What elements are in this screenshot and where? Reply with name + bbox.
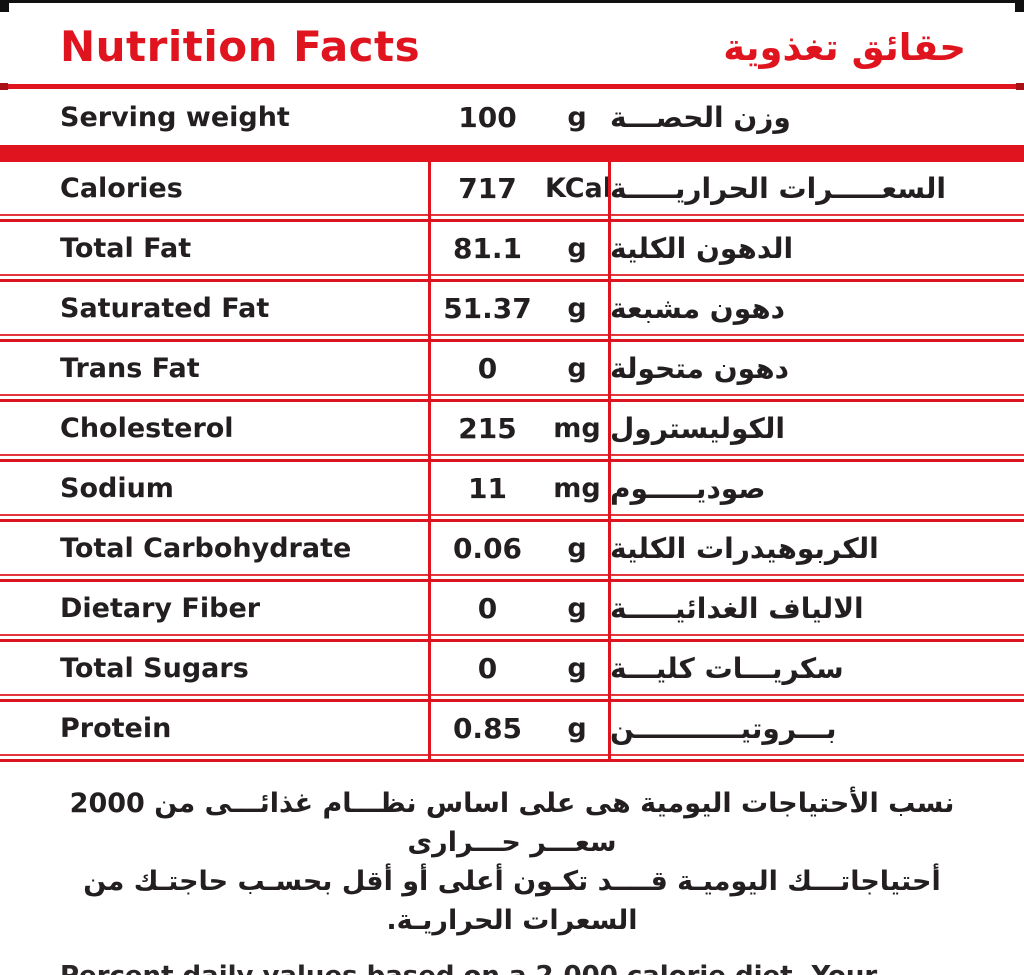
nutrient-label-ar: دهون متحولة	[610, 351, 789, 385]
nutrition-table: Calories 717 KCal السعـــــرات الحراريــ…	[0, 162, 1024, 762]
daily-values-note-arabic-line2: أحتياجاتـــك اليوميـة قــــد تكـون أعلى …	[83, 866, 941, 937]
nutrient-label-en: Cholesterol	[60, 412, 234, 444]
serving-label-en: Serving weight	[60, 101, 290, 133]
nutrient-value: 0	[477, 591, 498, 625]
table-row-protein: Protein 0.85 g بـــروتيـــــــــــن	[0, 702, 1024, 754]
nutrient-label-ar: الدهون الكلية	[610, 231, 794, 265]
serving-value-cell: 100 g	[430, 101, 610, 134]
serving-unit: g	[567, 101, 587, 133]
thick-red-bar	[0, 145, 1024, 162]
nutrient-value: 0	[477, 351, 498, 385]
nutrient-label-en: Total Fat	[60, 232, 192, 264]
header: Nutrition Facts حقائق تغذوية	[0, 0, 1024, 84]
nutrient-value-cell: 81.1 g	[430, 232, 610, 265]
nutrient-value: 0	[477, 651, 498, 685]
nutrient-unit: g	[567, 352, 587, 384]
nutrient-label-en: Protein	[60, 712, 172, 744]
nutrient-value-cell: 51.37 g	[430, 292, 610, 325]
nutrient-label-en: Sodium	[60, 472, 174, 504]
table-row-total-carbohydrate: Total Carbohydrate 0.06 g الكربوهيدرات ا…	[0, 522, 1024, 574]
top-frame-corner-left	[0, 0, 9, 12]
nutrient-unit: g	[567, 532, 587, 564]
row-separator	[0, 754, 1024, 762]
table-row-sodium: Sodium 11 mg صوديـــــوم	[0, 462, 1024, 514]
row-separator	[0, 634, 1024, 642]
nutrient-unit: g	[567, 232, 587, 264]
nutrient-value: 0.06	[452, 531, 523, 565]
nutrient-unit: g	[567, 592, 587, 624]
nutrient-value: 0.85	[452, 711, 523, 745]
column-divider-right	[608, 162, 611, 762]
nutrient-value: 215	[458, 411, 517, 445]
nutrient-label-ar: الالياف الغدائيـــــة	[610, 591, 864, 625]
row-separator	[0, 454, 1024, 462]
nutrient-value-cell: 215 mg	[430, 412, 610, 445]
row-separator	[0, 514, 1024, 522]
nutrient-value-cell: 717 KCal	[430, 171, 612, 205]
top-frame-corner-right	[1015, 0, 1024, 12]
nutrient-label-en: Total Carbohydrate	[60, 532, 352, 564]
row-separator	[0, 274, 1024, 282]
nutrient-value-cell: 0.85 g	[430, 712, 610, 745]
table-row-total-fat: Total Fat 81.1 g الدهون الكلية	[0, 222, 1024, 274]
serving-value: 100	[458, 100, 517, 134]
nutrient-label-ar: الكوليسترول	[610, 411, 785, 445]
nutrient-label-en: Trans Fat	[60, 352, 200, 384]
nutrient-value: 11	[468, 471, 507, 505]
row-separator	[0, 214, 1024, 222]
top-frame-border	[0, 0, 1024, 3]
nutrient-label-en: Total Sugars	[60, 652, 249, 684]
row-separator	[0, 334, 1024, 342]
header-divider-line	[0, 83, 1024, 90]
nutrient-label-en: Saturated Fat	[60, 292, 270, 324]
daily-values-note-english: Percent daily values based on a 2.000 ca…	[0, 947, 990, 975]
title-english: Nutrition Facts	[60, 22, 421, 71]
title-arabic: حقائق تغذوية	[723, 26, 966, 69]
nutrient-unit: mg	[553, 412, 601, 444]
nutrient-label-ar: السعـــــرات الحراريـــــة	[610, 171, 946, 205]
row-separator	[0, 574, 1024, 582]
column-divider-left	[428, 162, 431, 762]
table-row-trans-fat: Trans Fat 0 g دهون متحولة	[0, 342, 1024, 394]
nutrient-label-ar: الكربوهيدرات الكلية	[610, 531, 879, 565]
nutrient-unit: KCal	[545, 172, 612, 204]
nutrient-label-ar: بـــروتيـــــــــــن	[610, 711, 837, 745]
nutrient-unit: g	[567, 652, 587, 684]
row-separator	[0, 694, 1024, 702]
nutrient-label-ar: سكريـــات كليـــة	[610, 651, 844, 685]
nutrient-value: 51.37	[443, 291, 532, 325]
nutrient-value-cell: 0.06 g	[430, 532, 610, 565]
table-row-cholesterol: Cholesterol 215 mg الكوليسترول	[0, 402, 1024, 454]
nutrient-unit: mg	[553, 472, 601, 504]
nutrient-unit: g	[567, 292, 587, 324]
nutrient-value: 717	[458, 171, 517, 205]
nutrient-value-cell: 0 g	[430, 652, 610, 685]
table-row-calories: Calories 717 KCal السعـــــرات الحراريــ…	[0, 162, 1024, 214]
serving-label-ar: وزن الحصـــة	[610, 100, 791, 134]
table-row-total-sugars: Total Sugars 0 g سكريـــات كليـــة	[0, 642, 1024, 694]
table-row-dietary-fiber: Dietary Fiber 0 g الالياف الغدائيـــــة	[0, 582, 1024, 634]
nutrient-value-cell: 11 mg	[430, 472, 610, 505]
daily-values-note-arabic-line1: نسب الأحتياجات اليومية هى على اساس نظـــ…	[69, 788, 955, 859]
nutrient-unit: g	[567, 712, 587, 744]
nutrient-value-cell: 0 g	[430, 592, 610, 625]
nutrient-value-cell: 0 g	[430, 352, 610, 385]
nutrient-label-en: Dietary Fiber	[60, 592, 261, 624]
serving-weight-row: Serving weight 100 g وزن الحصـــة	[0, 89, 1024, 145]
nutrient-label-ar: دهون مشبعة	[610, 291, 786, 325]
table-row-saturated-fat: Saturated Fat 51.37 g دهون مشبعة	[0, 282, 1024, 334]
daily-values-note-arabic: نسب الأحتياجات اليومية هى على اساس نظـــ…	[0, 762, 1024, 947]
nutrient-value: 81.1	[452, 231, 523, 265]
nutrient-label-en: Calories	[60, 172, 183, 204]
nutrient-label-ar: صوديـــــوم	[610, 471, 766, 505]
row-separator	[0, 394, 1024, 402]
